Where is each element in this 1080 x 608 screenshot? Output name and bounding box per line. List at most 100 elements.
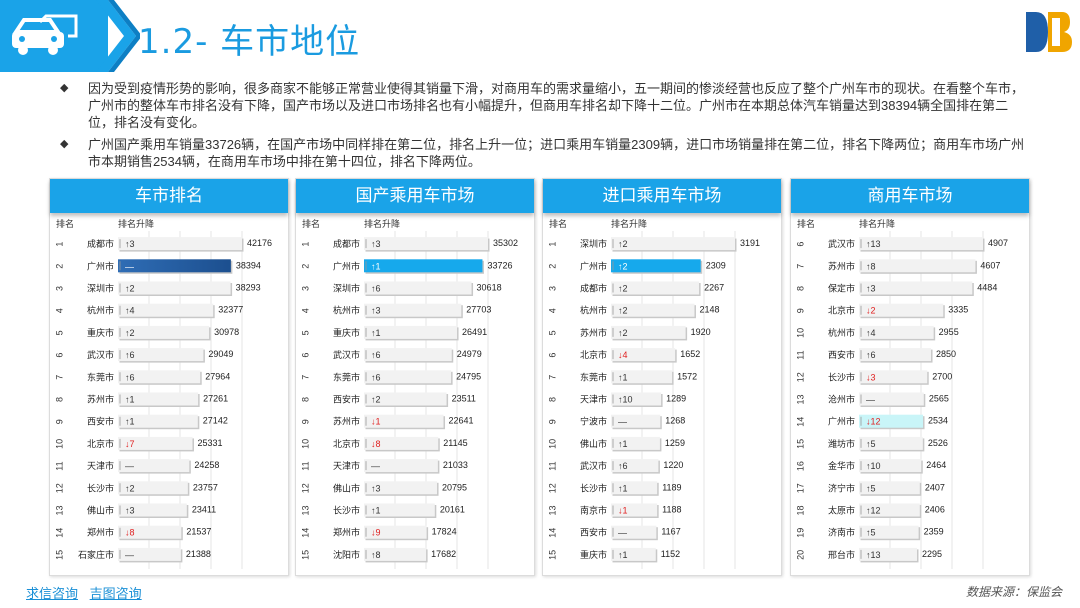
- bar: [859, 303, 944, 317]
- rank-label: 8: [795, 286, 805, 291]
- rank-label: 19: [795, 528, 805, 538]
- value-label: 38293: [236, 283, 261, 293]
- value-label: 1188: [662, 505, 681, 515]
- panel-domestic-title: 国产乘用车市场: [296, 179, 534, 213]
- footer-link-1[interactable]: 求信咨询: [26, 586, 79, 601]
- rank-label: 15: [300, 550, 310, 560]
- rank-label: 10: [300, 439, 310, 449]
- rank-label: 16: [795, 461, 805, 471]
- city-label: 潍坊市: [828, 438, 855, 449]
- change-label: ↑1: [371, 261, 381, 271]
- bar: [118, 237, 242, 251]
- bar: [364, 481, 438, 495]
- city-label: 东莞市: [580, 371, 607, 382]
- column-headers: 排名 排名升降: [296, 213, 534, 231]
- city-label: 苏州市: [333, 416, 360, 427]
- city-label: 金华市: [828, 460, 855, 471]
- city-label: 长沙市: [580, 482, 607, 493]
- change-label: ↓4: [618, 350, 628, 360]
- bullet-2-text: 广州国产乘用车销量33726辆，在国产市场中同样排在第二位，排名上升一位；进口乘…: [88, 137, 1025, 169]
- chart-svg: 1 深圳市 ↑2 3191 2 广州市 ↑2 2309 3 成都市 ↑2 2267 4 杭州市 ↑2 2148…: [547, 231, 760, 569]
- bar: [118, 459, 190, 473]
- value-label: 27142: [203, 416, 228, 426]
- bar: [611, 325, 686, 339]
- rank-label: 15: [547, 550, 557, 560]
- rank-label: 12: [547, 483, 557, 493]
- city-label: 北京市: [828, 305, 855, 316]
- rank-label: 1: [54, 242, 64, 247]
- rank-label: 11: [795, 350, 805, 359]
- summary-text: ◆ 因为受到疫情形势的影响，很多商家不能够正常营业使得其销量下滑，对商用车的需求…: [60, 80, 1030, 175]
- city-label: 佛山市: [333, 482, 360, 493]
- change-label: ↓8: [125, 528, 135, 538]
- change-label: ↑1: [125, 417, 135, 427]
- city-label: 郑州市: [333, 527, 360, 538]
- city-label: 广州市: [828, 416, 855, 427]
- bar: [364, 281, 472, 295]
- bar: [859, 281, 973, 295]
- rank-label: 3: [547, 286, 557, 291]
- bar: [611, 237, 735, 251]
- value-label: 24795: [456, 371, 481, 381]
- change-label: ↓8: [371, 439, 381, 449]
- change-label: ↑6: [371, 284, 381, 294]
- value-label: 27964: [205, 371, 230, 381]
- rank-label: 5: [300, 330, 310, 335]
- change-label: ↑3: [866, 284, 876, 294]
- rank-label: 11: [54, 461, 64, 470]
- city-label: 沧州市: [828, 394, 855, 405]
- footer-link-2[interactable]: 吉图咨询: [89, 586, 142, 601]
- change-label: ↑1: [618, 550, 628, 560]
- change-label: ↑3: [371, 239, 381, 249]
- value-label: 1920: [691, 327, 711, 337]
- bar: [611, 525, 657, 539]
- value-label: 1268: [665, 416, 685, 426]
- value-label: 21145: [443, 438, 467, 448]
- change-label: ↑3: [371, 306, 381, 316]
- city-label: 西安市: [333, 394, 360, 405]
- value-label: 17824: [432, 527, 457, 537]
- bar: [859, 503, 920, 517]
- city-label: 天津市: [87, 460, 114, 471]
- city-label: 济宁市: [828, 482, 855, 493]
- rank-label: 2: [300, 264, 310, 269]
- value-label: 23757: [193, 482, 218, 492]
- change-label: ↑10: [618, 395, 633, 405]
- bar: [859, 436, 923, 450]
- city-label: 东莞市: [87, 371, 114, 382]
- city-label: 西安市: [828, 349, 855, 360]
- panel-commercial: 商用车市场 排名 排名升降 6 武汉市 ↑13 4907 7 苏州市 ↑8 4607 8 保定市 ↑…: [790, 178, 1030, 576]
- change-label: —: [125, 550, 134, 560]
- change-label: ↑6: [866, 350, 876, 360]
- value-label: 38394: [236, 260, 261, 270]
- bar: [118, 414, 198, 428]
- bar: [859, 547, 917, 561]
- value-label: 2359: [924, 527, 944, 537]
- change-label: ↓3: [866, 372, 876, 382]
- change-label: ↑2: [125, 284, 135, 294]
- city-label: 深圳市: [333, 283, 360, 294]
- city-label: 郑州市: [87, 527, 114, 538]
- bar: [118, 303, 214, 317]
- city-label: 广州市: [87, 260, 114, 271]
- change-header: 排名升降: [364, 219, 401, 229]
- change-label: ↑2: [618, 239, 628, 249]
- rank-label: 10: [547, 439, 557, 449]
- bar: [364, 503, 435, 517]
- value-label: 29049: [208, 349, 233, 359]
- bullet-1: ◆ 因为受到疫情形势的影响，很多商家不能够正常营业使得其销量下滑，对商用车的需求…: [60, 80, 1030, 131]
- city-label: 济南市: [828, 527, 855, 538]
- panel-import-title: 进口乘用车市场: [543, 179, 781, 213]
- change-label: —: [371, 461, 380, 471]
- city-label: 杭州市: [333, 305, 360, 316]
- bar: [611, 436, 660, 450]
- chart-svg: 1 成都市 ↑3 42176 2 广州市 — 38394 3 深圳市 ↑2 38293 4 杭州市 ↑4 32…: [54, 231, 272, 569]
- bar: [364, 325, 458, 339]
- value-label: 33726: [487, 260, 512, 270]
- rank-label: 6: [54, 353, 64, 358]
- change-label: ↑1: [371, 328, 381, 338]
- city-label: 保定市: [828, 283, 855, 294]
- change-label: ↑2: [125, 483, 135, 493]
- city-label: 重庆市: [87, 327, 114, 338]
- change-label: ↑12: [866, 506, 881, 516]
